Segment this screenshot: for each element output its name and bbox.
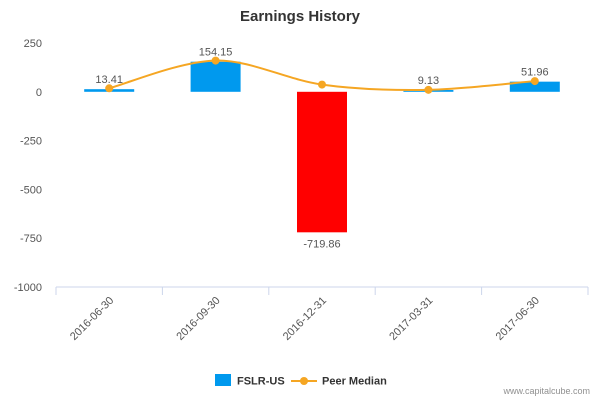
legend-item-fslr[interactable]: FSLR-US [215,374,285,388]
bar-data-label: 154.15 [199,47,233,59]
chart-title: Earnings History [240,8,361,25]
legend[interactable]: FSLR-US Peer Median [215,374,387,388]
y-tick-label: -250 [20,136,42,148]
peer-median-point[interactable] [211,56,220,65]
bar-data-label: 51.96 [521,67,549,79]
x-tick-label: 2016-06-30 [68,295,116,343]
y-tick-label: -500 [20,184,42,196]
bar-data-label: 9.13 [418,75,439,87]
y-tick-label: 0 [36,87,42,99]
y-tick-label: -1000 [14,282,42,294]
legend-marker-peer-median [300,377,308,385]
bar[interactable] [509,81,560,92]
peer-median-series [105,56,539,94]
x-tick-label: 2017-06-30 [494,295,542,343]
legend-item-peer-median[interactable]: Peer Median [291,376,387,388]
bar[interactable] [297,91,347,233]
bar[interactable] [190,61,241,92]
bar-data-label: 13.41 [95,74,123,86]
x-tick-label: 2016-12-31 [281,295,329,343]
peer-median-point[interactable] [530,77,539,86]
x-axis: 2016-06-30 2016-09-30 2016-12-31 2017-03-31… [55,286,589,343]
peer-median-point[interactable] [318,80,326,89]
x-tick-label: 2017-03-31 [387,295,435,343]
bar-data-label: -719.86 [303,238,340,250]
peer-median-point[interactable] [424,85,433,94]
legend-label-peer-median: Peer Median [322,376,387,388]
legend-label-fslr: FSLR-US [237,376,285,388]
y-axis: 250 0 -250 -500 -750 -1000 [14,38,42,294]
y-tick-label: 250 [24,38,42,50]
legend-swatch-fslr [215,374,231,386]
y-tick-label: -750 [20,233,42,245]
credit-text: www.capitalcube.com [502,386,590,396]
x-tick-label: 2016-09-30 [174,295,222,343]
data-labels: 13.41 154.15 -719.86 9.13 51.96 [95,47,548,251]
peer-median-point[interactable] [105,84,114,93]
